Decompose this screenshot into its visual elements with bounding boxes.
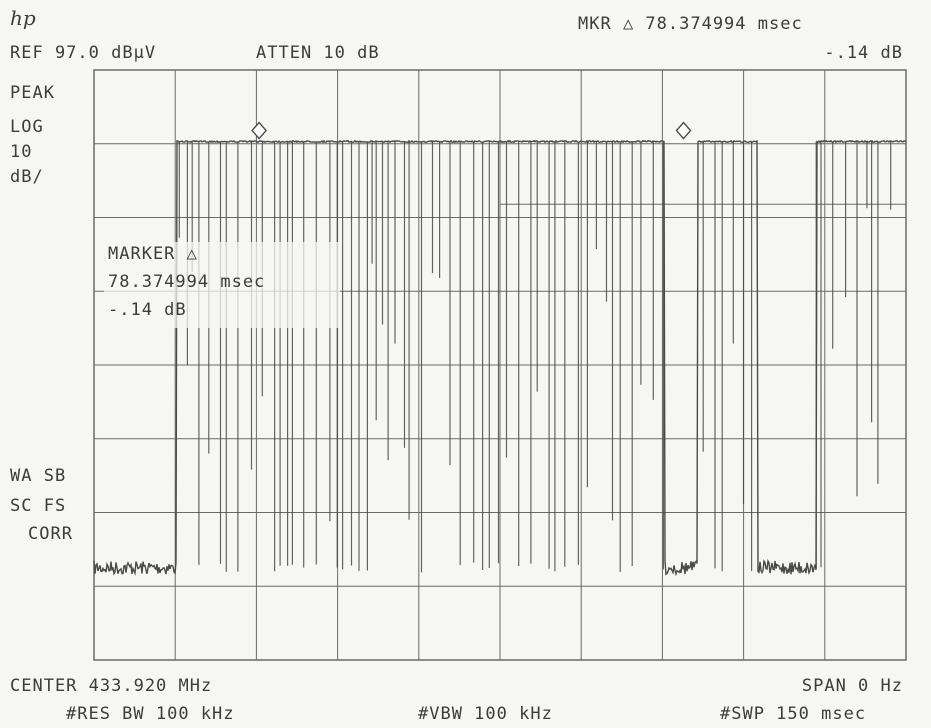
marker-delta-db: -.14 dB (824, 43, 903, 63)
marker-2-diamond (675, 121, 692, 140)
signal-trace (93, 139, 907, 577)
scale-unit-label: dB/ (10, 167, 44, 187)
ref-level-label: REF 97.0 dBμV (10, 43, 157, 63)
marker-box-title: MARKER △ (108, 244, 198, 264)
marker-box-delta: -.14 dB (108, 300, 187, 320)
center-frequency-label: CENTER 433.920 MHz (10, 676, 213, 696)
marker-symbols (251, 121, 692, 140)
span-label: SPAN 0 Hz (801, 676, 903, 696)
marker-box-bg (104, 242, 340, 328)
vbw-label: #VBW 100 kHz (418, 704, 553, 724)
trace-line (93, 139, 907, 577)
scale-mode-label: LOG (10, 117, 44, 137)
attenuation-label: ATTEN 10 dB (256, 43, 380, 63)
hp-logo: hp (10, 6, 36, 30)
marker-box-time: 78.374994 msec (108, 272, 266, 292)
detector-label: PEAK (10, 83, 55, 103)
flags-line-2: SC FS (10, 496, 67, 516)
sweep-label: #SWP 150 msec (720, 704, 867, 724)
res-bw-label: #RES BW 100 kHz (66, 704, 235, 724)
flags-line-1: WA SB (10, 466, 67, 486)
marker-1-diamond (251, 121, 268, 140)
marker-readout: MKR △ 78.374994 msec (578, 14, 803, 34)
scale-value-label: 10 (10, 142, 33, 162)
flags-line-3: CORR (28, 524, 73, 544)
